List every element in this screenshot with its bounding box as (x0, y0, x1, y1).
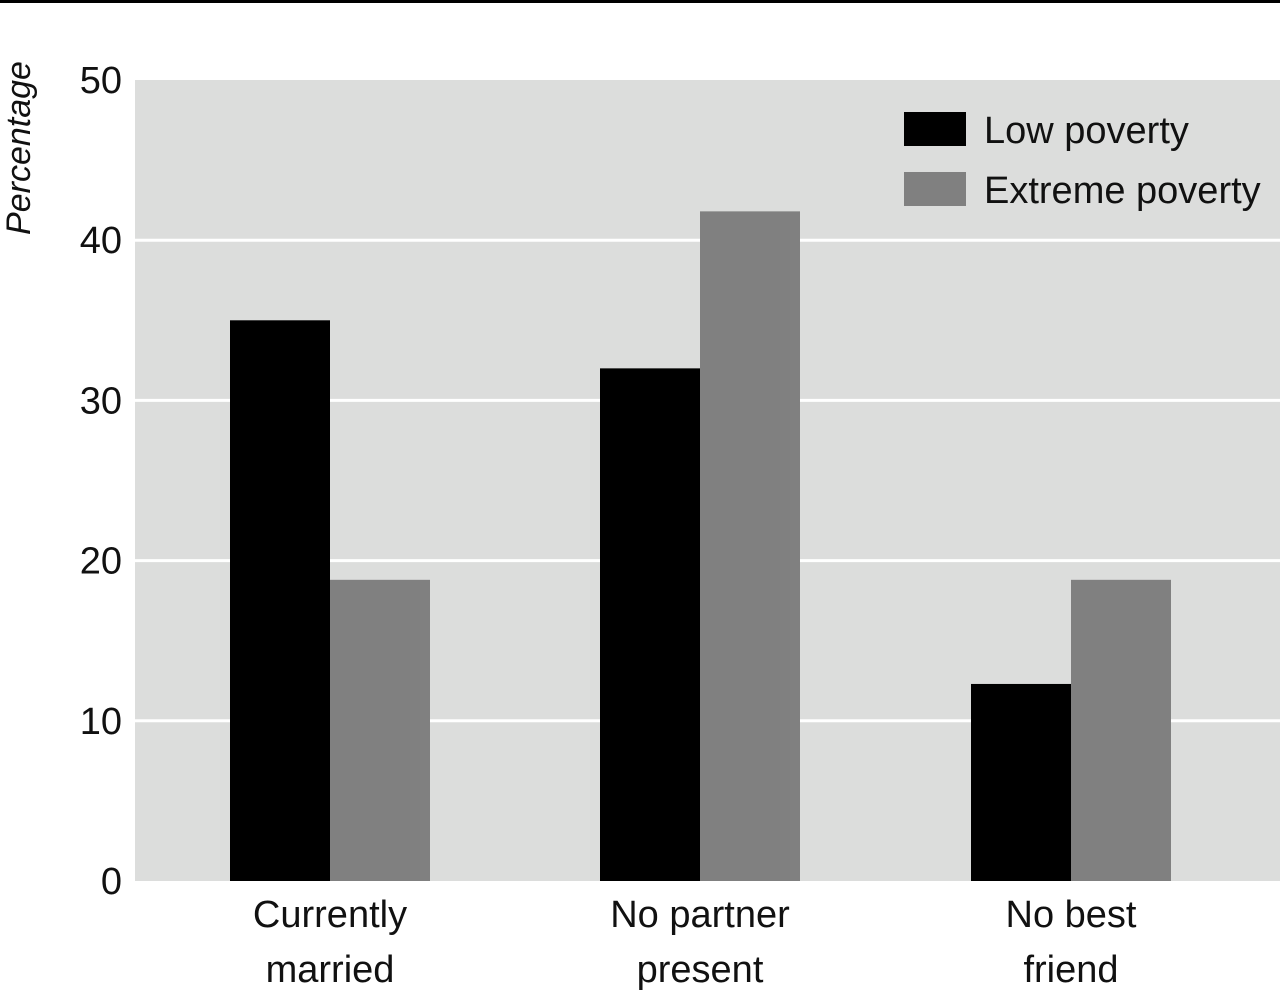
y-tick-label: 0 (101, 861, 122, 903)
x-category-label-line: No partner (610, 894, 790, 936)
legend-label-extreme-poverty: Extreme poverty (984, 170, 1261, 212)
legend-swatch-low-poverty (904, 112, 966, 146)
x-category-label: No partner present (610, 894, 790, 990)
y-tick-label: 30 (80, 380, 122, 422)
bar-extreme-poverty-3 (1071, 579, 1171, 881)
x-category-label-line: married (266, 949, 395, 990)
y-tick-label: 10 (80, 701, 122, 743)
bar-low-poverty-2 (600, 368, 700, 881)
legend: Low poverty Extreme poverty (904, 110, 1261, 212)
bar-low-poverty-1 (230, 320, 330, 881)
legend-swatch-extreme-poverty (904, 172, 966, 206)
x-category-label-line: friend (1023, 949, 1118, 990)
bars (230, 211, 1171, 881)
x-category-label: No best friend (1006, 894, 1137, 990)
x-category-label-line: No best (1006, 894, 1137, 936)
x-axis-categories: Currently married No partner present No best… (253, 894, 1137, 990)
y-axis-label: Percentage (0, 61, 38, 235)
bar-extreme-poverty-1 (330, 579, 430, 881)
legend-label-low-poverty: Low poverty (984, 110, 1189, 152)
y-tick-label: 20 (80, 541, 122, 583)
x-category-label-line: present (637, 949, 764, 990)
x-category-label-line: Currently (253, 894, 407, 936)
y-axis-ticks: 0 10 20 30 40 50 (80, 60, 122, 903)
bar-extreme-poverty-2 (700, 211, 800, 881)
y-tick-label: 40 (80, 220, 122, 262)
y-tick-label: 50 (80, 60, 122, 102)
bar-low-poverty-3 (971, 683, 1071, 881)
x-category-label: Currently married (253, 894, 407, 990)
